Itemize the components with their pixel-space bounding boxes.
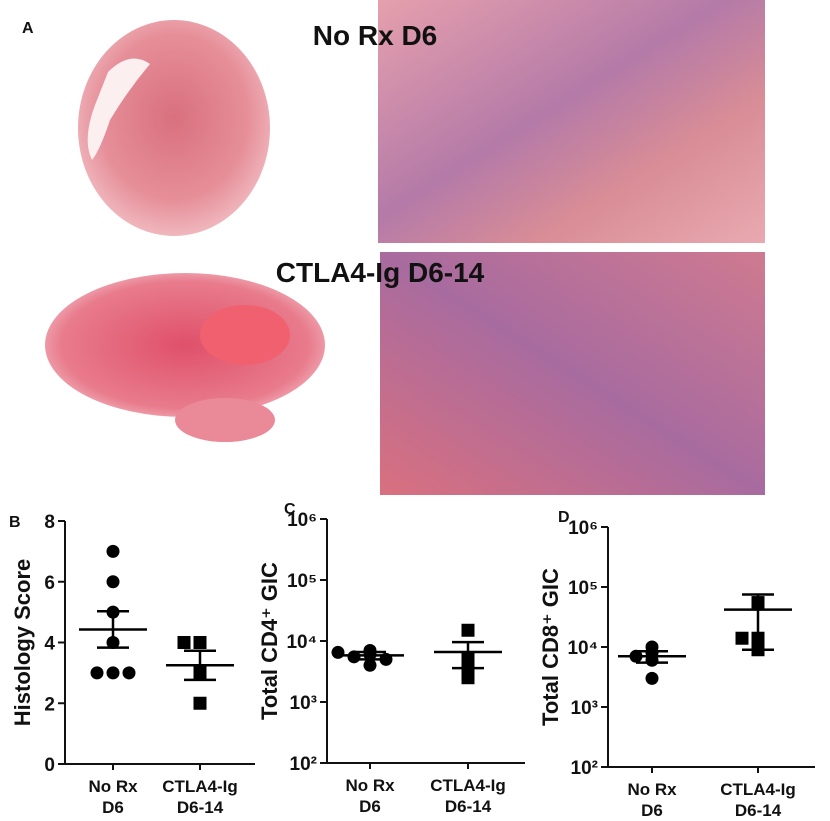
x-tick-label: No Rx [627,780,677,799]
y-axis-label: Histology Score [10,559,35,726]
data-point [363,658,377,672]
x-tick-label: No Rx [88,777,138,796]
y-tick-label: 2 [44,694,55,715]
y-tick-label: 10³ [571,698,598,719]
x-tick-label: D6-14 [735,801,782,820]
image-title: CTLA4-Ig D6-14 [276,257,485,288]
y-tick-label: 10⁴ [286,632,317,653]
data-point [90,666,104,680]
data-point [193,636,207,649]
y-tick-label: 10⁴ [567,638,598,659]
y-tick-label: 0 [44,755,55,776]
tissue-section [175,398,275,442]
y-tick-label: 10² [290,754,317,775]
data-point [106,666,120,680]
micrograph [380,252,765,495]
data-point [122,666,136,680]
data-point [645,671,659,685]
y-tick-label: 10² [571,758,598,779]
data-point [461,671,475,685]
panel-label: C [284,501,296,518]
x-tick-label: CTLA4-Ig [162,777,238,796]
data-point [735,631,749,645]
x-tick-label: D6-14 [177,798,224,817]
panel-label: D [558,509,570,526]
x-tick-label: No Rx [345,776,395,795]
y-tick-label: 10⁵ [287,571,317,592]
x-tick-label: CTLA4-Ig [720,780,796,799]
x-tick-label: D6-14 [445,797,492,816]
y-tick-label: 4 [44,634,55,655]
x-tick-label: D6 [359,797,381,816]
y-axis-label: Total CD8⁺ GIC [538,568,563,726]
y-tick-label: 10⁵ [568,578,598,599]
tissue-cavity [87,58,150,160]
data-point [331,645,345,659]
x-tick-label: D6 [102,798,124,817]
data-point [106,575,120,589]
x-tick-label: D6 [641,801,663,820]
y-tick-label: 10⁶ [287,510,317,531]
panel-label: A [22,20,34,37]
y-tick-label: 10⁶ [568,518,598,539]
y-tick-label: 6 [44,573,55,594]
x-tick-label: CTLA4-Ig [430,776,506,795]
y-tick-label: 8 [44,512,55,533]
data-point [461,623,475,637]
histology-images [45,0,765,495]
y-axis-label: Total CD4⁺ GIC [257,562,282,720]
data-point [177,636,191,649]
panel-label: B [9,514,21,531]
image-title: No Rx D6 [313,20,437,51]
data-point [193,696,207,710]
micrograph [378,0,765,243]
tissue-region [200,305,290,365]
y-tick-label: 10³ [290,693,317,714]
data-point [106,544,120,558]
